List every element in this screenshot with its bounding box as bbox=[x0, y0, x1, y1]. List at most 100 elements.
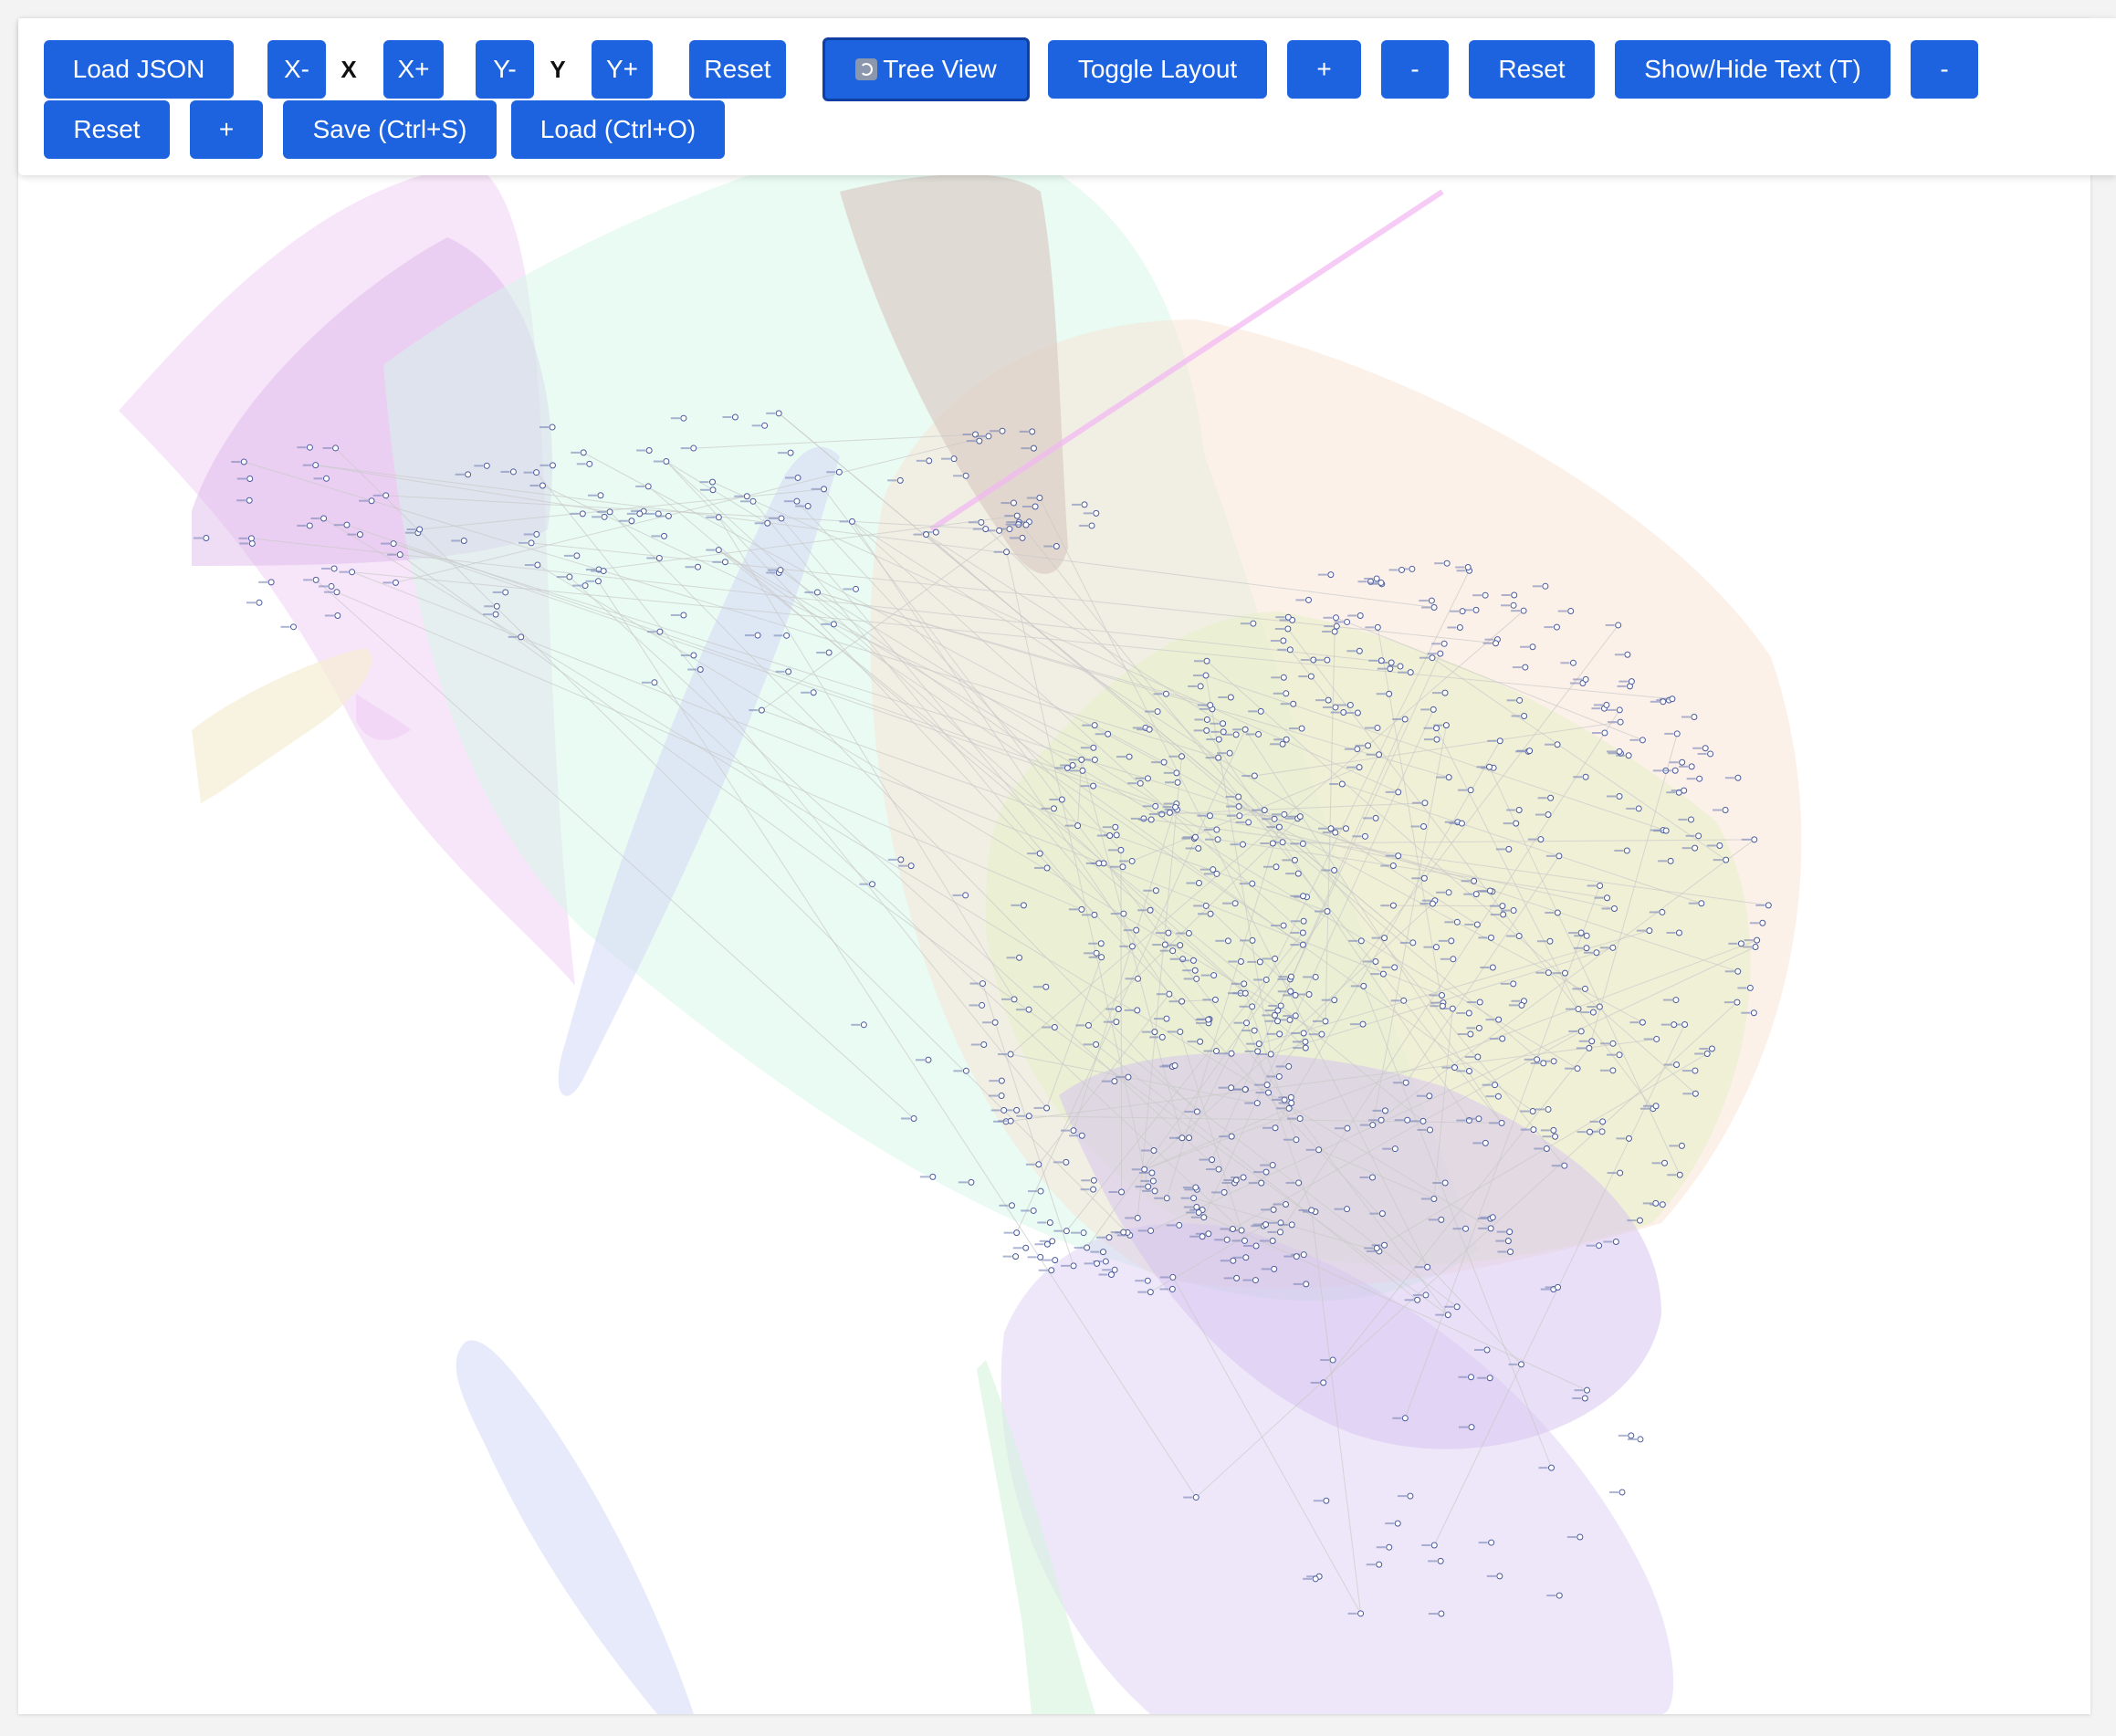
graph-node[interactable] bbox=[1472, 1139, 1489, 1146]
graph-node[interactable] bbox=[916, 457, 933, 465]
graph-node[interactable] bbox=[1364, 575, 1380, 582]
graph-node[interactable] bbox=[1699, 1045, 1715, 1052]
graph-node[interactable] bbox=[1232, 989, 1249, 997]
graph-node[interactable] bbox=[1194, 716, 1210, 723]
graph-node[interactable] bbox=[1355, 742, 1372, 749]
graph-node[interactable] bbox=[297, 522, 313, 529]
graph-node[interactable] bbox=[1176, 930, 1192, 937]
graph-node[interactable] bbox=[1287, 1115, 1304, 1123]
graph-node[interactable] bbox=[1516, 748, 1534, 755]
graph-node[interactable] bbox=[1105, 1006, 1122, 1013]
graph-node[interactable] bbox=[1143, 887, 1159, 894]
graph-node[interactable] bbox=[1124, 1007, 1141, 1014]
graph-node[interactable] bbox=[1404, 1296, 1421, 1303]
graph-node[interactable] bbox=[1071, 1229, 1087, 1237]
graph-node[interactable] bbox=[1003, 1106, 1021, 1114]
graph-node[interactable] bbox=[1417, 1126, 1434, 1134]
graph-node[interactable] bbox=[1180, 957, 1197, 964]
graph-node[interactable] bbox=[1115, 1073, 1132, 1081]
graph-node[interactable] bbox=[1163, 769, 1180, 777]
graph-node[interactable] bbox=[1090, 1249, 1106, 1256]
graph-node[interactable] bbox=[1614, 847, 1630, 854]
graph-node[interactable] bbox=[801, 689, 817, 696]
graph-node[interactable] bbox=[1075, 1021, 1092, 1029]
graph-node[interactable] bbox=[1366, 1561, 1383, 1568]
graph-node[interactable] bbox=[1545, 1283, 1562, 1291]
graph-node[interactable] bbox=[972, 526, 990, 533]
graph-node[interactable] bbox=[1157, 809, 1173, 816]
graph-node[interactable] bbox=[1480, 1214, 1496, 1221]
graph-node[interactable] bbox=[1081, 911, 1098, 918]
graph-node[interactable] bbox=[347, 531, 363, 539]
graph-node[interactable] bbox=[1277, 1016, 1294, 1023]
graph-node[interactable] bbox=[1607, 792, 1623, 800]
graph-node[interactable] bbox=[635, 483, 652, 490]
graph-node[interactable] bbox=[585, 578, 602, 585]
graph-node[interactable] bbox=[1737, 984, 1754, 991]
graph-node[interactable] bbox=[1741, 836, 1758, 843]
graph-node[interactable] bbox=[1485, 1016, 1503, 1023]
graph-node[interactable] bbox=[1679, 763, 1695, 770]
graph-node[interactable] bbox=[1566, 1533, 1584, 1541]
graph-node[interactable] bbox=[1314, 656, 1331, 664]
graph-node[interactable] bbox=[1678, 816, 1694, 823]
graph-node[interactable] bbox=[1074, 1244, 1091, 1251]
graph-node[interactable] bbox=[952, 892, 969, 899]
graph-node[interactable] bbox=[1688, 900, 1705, 907]
graph-node[interactable] bbox=[1253, 976, 1270, 983]
graph-node[interactable] bbox=[1363, 814, 1379, 821]
graph-node[interactable] bbox=[321, 565, 338, 572]
graph-node[interactable] bbox=[1535, 811, 1552, 819]
graph-node[interactable] bbox=[1658, 857, 1674, 864]
graph-node[interactable] bbox=[1627, 1217, 1643, 1224]
graph-node[interactable] bbox=[754, 519, 771, 527]
graph-node[interactable] bbox=[1290, 840, 1306, 847]
graph-node[interactable] bbox=[1387, 663, 1404, 670]
graph-node[interactable] bbox=[1098, 1271, 1115, 1279]
graph-node[interactable] bbox=[1385, 852, 1402, 860]
graph-node[interactable] bbox=[524, 561, 541, 569]
graph-node[interactable] bbox=[1308, 1030, 1325, 1038]
graph-node[interactable] bbox=[1616, 1135, 1632, 1142]
graph-node[interactable] bbox=[1594, 894, 1611, 902]
graph-node[interactable] bbox=[1593, 701, 1610, 708]
graph-node[interactable] bbox=[1151, 758, 1168, 766]
graph-node[interactable] bbox=[523, 469, 540, 476]
graph-node[interactable] bbox=[1410, 822, 1428, 830]
graph-node[interactable] bbox=[1421, 1542, 1438, 1549]
graph-node[interactable] bbox=[1352, 832, 1368, 840]
graph-node[interactable] bbox=[1232, 1086, 1249, 1093]
graph-node[interactable] bbox=[651, 532, 668, 539]
graph-node[interactable] bbox=[1511, 712, 1528, 719]
graph-node[interactable] bbox=[1138, 1169, 1156, 1177]
graph-node[interactable] bbox=[1290, 893, 1307, 900]
graph-node[interactable] bbox=[539, 462, 556, 469]
graph-node[interactable] bbox=[1205, 754, 1222, 761]
graph-node[interactable] bbox=[1241, 1027, 1258, 1034]
graph-node[interactable] bbox=[518, 539, 535, 547]
graph-node[interactable] bbox=[1246, 1041, 1262, 1048]
graph-node[interactable] bbox=[1545, 852, 1563, 860]
graph-node[interactable] bbox=[1429, 991, 1445, 999]
text-size-plus-button[interactable]: + bbox=[190, 100, 263, 159]
graph-node[interactable] bbox=[699, 478, 717, 486]
graph-node[interactable] bbox=[1072, 501, 1088, 508]
graph-node[interactable] bbox=[636, 446, 653, 454]
graph-node[interactable] bbox=[1572, 985, 1588, 992]
graph-node[interactable] bbox=[1252, 807, 1268, 814]
graph-node[interactable] bbox=[1011, 902, 1027, 909]
graph-node[interactable] bbox=[751, 422, 769, 429]
graph-node[interactable] bbox=[1487, 737, 1503, 745]
graph-node[interactable] bbox=[1313, 1497, 1330, 1504]
graph-node[interactable] bbox=[712, 559, 728, 566]
graph-node[interactable] bbox=[1189, 1233, 1206, 1240]
graph-node[interactable] bbox=[1458, 1424, 1475, 1431]
graph-node[interactable] bbox=[1274, 625, 1292, 633]
graph-node[interactable] bbox=[998, 1051, 1014, 1058]
graph-node[interactable] bbox=[1527, 836, 1545, 843]
graph-node[interactable] bbox=[1501, 591, 1518, 599]
graph-node[interactable] bbox=[993, 549, 1011, 556]
graph-node[interactable] bbox=[1430, 1002, 1446, 1009]
graph-node[interactable] bbox=[1334, 618, 1351, 625]
graph-node[interactable] bbox=[1283, 991, 1299, 999]
